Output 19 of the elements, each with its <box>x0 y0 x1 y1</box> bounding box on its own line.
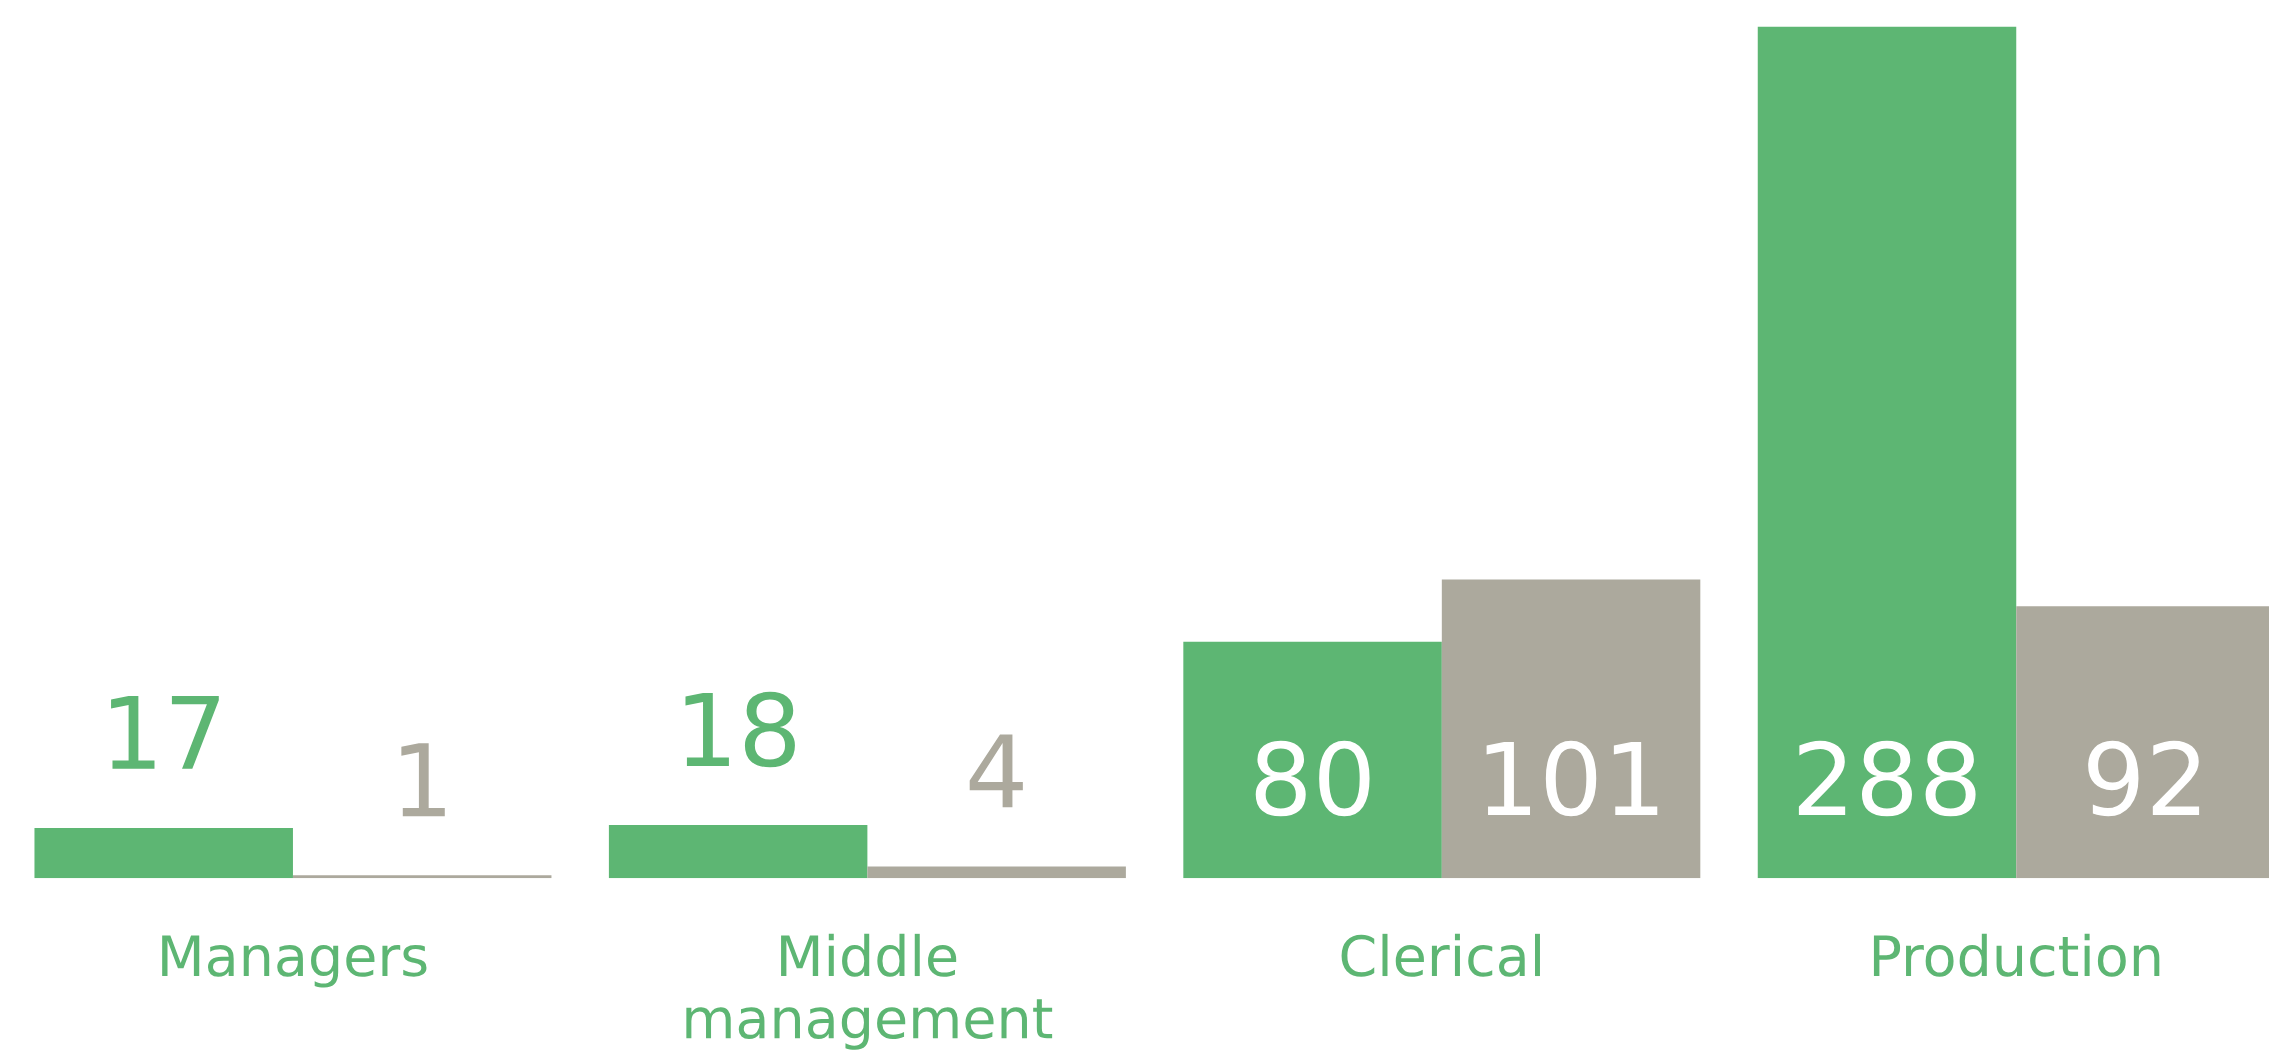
x-tick-label: Production <box>1873 933 2160 977</box>
bar <box>34 828 293 879</box>
data-label: 288 <box>1798 740 1976 817</box>
bar <box>867 866 1126 879</box>
data-label: 17 <box>111 695 219 769</box>
bar <box>1441 579 1701 879</box>
data-label: 1 <box>401 743 445 817</box>
x-tick-label: Clerical <box>1341 933 1540 977</box>
x-tick-label: Middle management <box>686 933 1053 1050</box>
data-label: 80 <box>1255 740 1370 817</box>
bar <box>1757 26 2017 879</box>
data-label: 101 <box>1486 740 1658 817</box>
data-label: 92 <box>2088 740 2200 817</box>
data-label: 4 <box>969 734 1023 808</box>
bar <box>292 875 552 879</box>
data-label: 18 <box>685 691 795 768</box>
bar <box>608 825 868 879</box>
bar <box>1183 641 1442 879</box>
x-tick-label: Managers <box>162 935 427 988</box>
